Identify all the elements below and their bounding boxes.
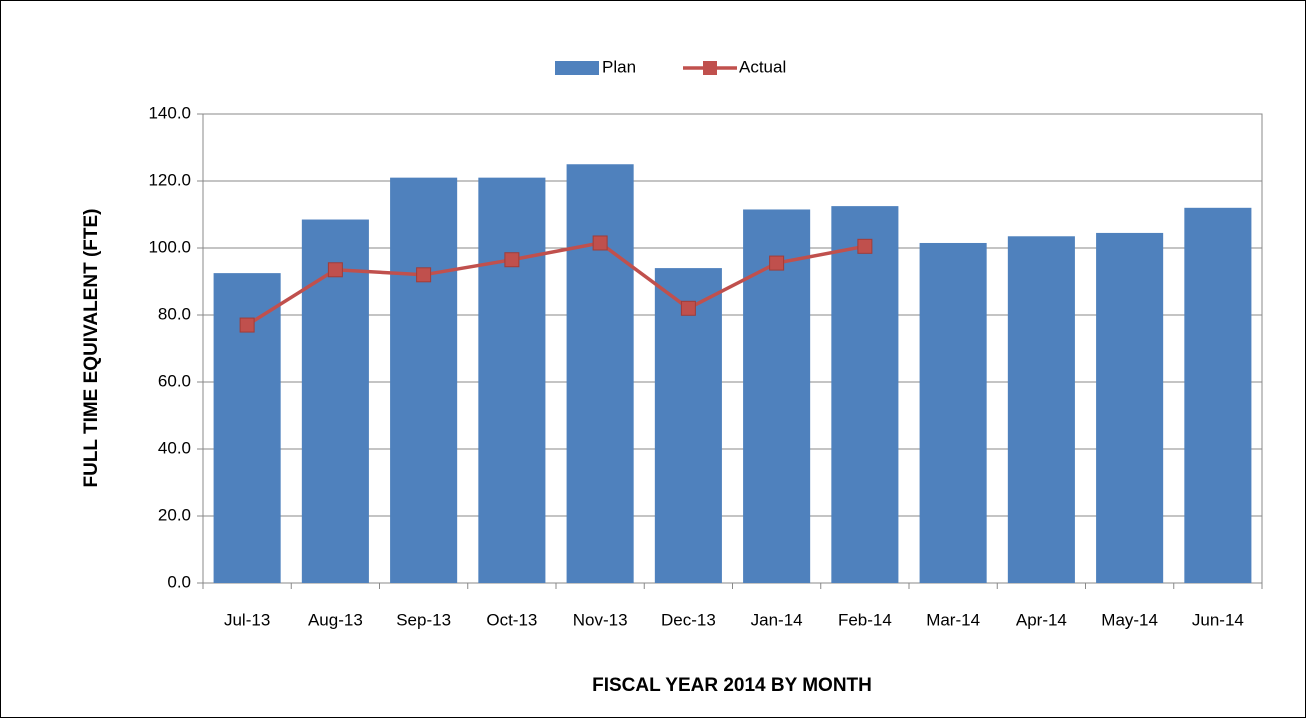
- y-tick-label: 20.0: [158, 505, 191, 524]
- bar: [743, 209, 811, 583]
- x-axis-title: FISCAL YEAR 2014 BY MONTH: [592, 675, 872, 696]
- x-tick-label: Dec-13: [661, 610, 716, 629]
- y-tick-label: 60.0: [158, 371, 191, 390]
- x-tick-label: Jun-14: [1192, 610, 1244, 629]
- legend-swatch: [555, 61, 599, 75]
- bar: [919, 242, 987, 583]
- x-tick-label: Aug-13: [308, 610, 363, 629]
- bar: [390, 177, 458, 583]
- legend-label: Plan: [602, 57, 636, 76]
- bar: [831, 206, 899, 583]
- line: [246, 241, 866, 327]
- x-tick-label: May-14: [1101, 610, 1158, 629]
- marker: [769, 255, 785, 271]
- marker: [327, 262, 343, 278]
- y-tick-label: 120.0: [148, 170, 191, 189]
- y-tick-label: 80.0: [158, 304, 191, 323]
- bar: [1184, 207, 1252, 584]
- x-tick-label: Feb-14: [838, 610, 892, 629]
- legend-marker: [703, 61, 717, 75]
- y-tick-label: 100.0: [148, 237, 191, 256]
- marker: [680, 300, 696, 316]
- x-tick-label: Oct-13: [486, 610, 537, 629]
- marker: [239, 317, 255, 333]
- y-tick-label: 140.0: [148, 103, 191, 122]
- legend-label: Actual: [739, 57, 786, 76]
- x-tick-label: Sep-13: [396, 610, 451, 629]
- y-tick-label: 40.0: [158, 438, 191, 457]
- x-tick-label: Nov-13: [573, 610, 628, 629]
- bar: [478, 177, 546, 583]
- marker: [592, 235, 608, 251]
- y-tick-label: 0.0: [167, 572, 191, 591]
- marker: [416, 267, 432, 283]
- x-tick-label: Apr-14: [1016, 610, 1067, 629]
- x-tick-label: Jan-14: [751, 610, 803, 629]
- bar: [566, 164, 634, 583]
- bar: [1096, 232, 1164, 584]
- bar: [1007, 236, 1075, 583]
- y-axis-title: FULL TIME EQUIVALENT (FTE): [81, 209, 102, 488]
- x-tick-label: Jul-13: [224, 610, 270, 629]
- bar: [301, 219, 369, 583]
- bar: [654, 268, 722, 583]
- marker: [857, 238, 873, 254]
- marker: [504, 252, 520, 268]
- x-tick-label: Mar-14: [926, 610, 980, 629]
